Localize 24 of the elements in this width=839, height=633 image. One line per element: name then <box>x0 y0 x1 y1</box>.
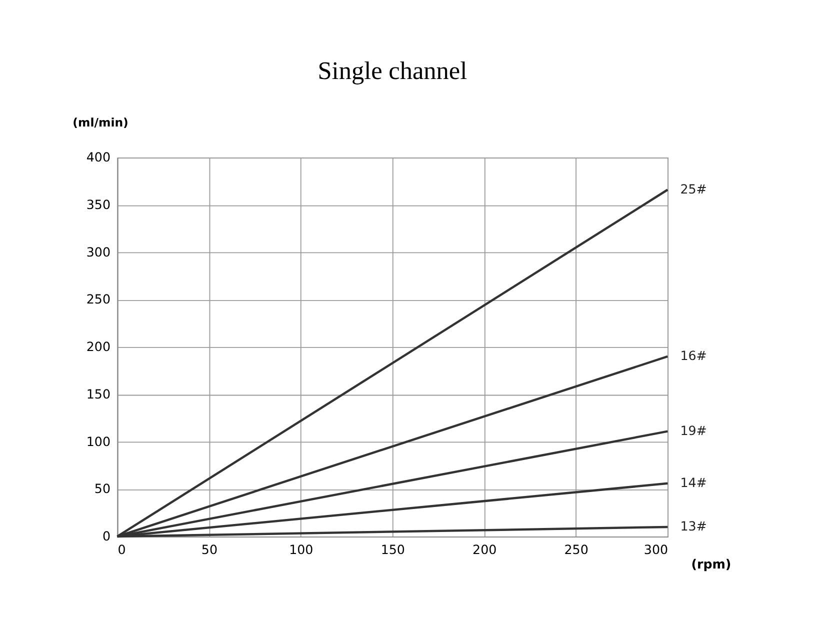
y-tick-label: 150 <box>86 386 111 402</box>
y-tick-label: 100 <box>86 434 111 449</box>
x-tick-label: 200 <box>472 542 497 558</box>
x-tick-label: 0 <box>118 542 126 558</box>
x-tick-label: 50 <box>201 542 218 558</box>
x-axis-title: (rpm) <box>691 556 732 572</box>
series-label: 14# <box>680 475 707 490</box>
series-label: 13# <box>680 518 707 534</box>
y-tick-label: 250 <box>86 292 111 307</box>
series-label: 25# <box>680 181 707 196</box>
chart-title: Single channel <box>318 57 468 86</box>
x-tick-label: 300 <box>644 542 668 558</box>
y-axis-title: (ml/min) <box>72 115 128 130</box>
y-tick-label: 350 <box>86 196 111 212</box>
y-tick-label: 50 <box>94 481 111 496</box>
series-label: 16# <box>680 348 707 364</box>
y-tick-label: 300 <box>86 244 111 260</box>
x-tick-label: 250 <box>564 542 588 558</box>
y-tick-label: 400 <box>86 150 111 165</box>
y-tick-label: 0 <box>102 528 111 544</box>
series-label: 19# <box>680 422 707 438</box>
y-tick-label: 200 <box>86 339 111 354</box>
x-tick-label: 100 <box>289 542 314 558</box>
x-tick-label: 150 <box>380 542 405 558</box>
